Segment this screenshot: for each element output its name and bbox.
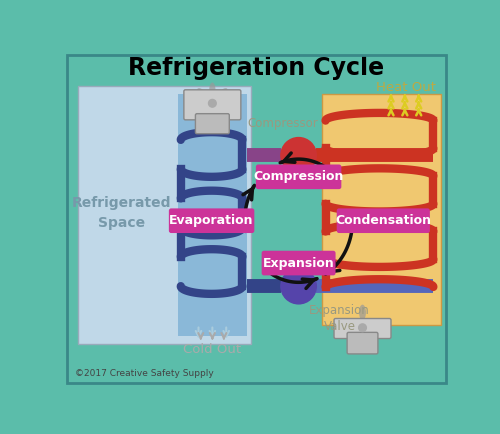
- FancyBboxPatch shape: [334, 319, 391, 339]
- Text: Evaporation: Evaporation: [170, 214, 254, 227]
- Circle shape: [281, 269, 316, 304]
- Ellipse shape: [217, 88, 228, 99]
- FancyBboxPatch shape: [347, 332, 378, 354]
- Ellipse shape: [340, 324, 355, 331]
- Ellipse shape: [192, 100, 205, 106]
- Ellipse shape: [370, 324, 386, 331]
- Ellipse shape: [210, 82, 216, 96]
- Text: ©2017 Creative Safety Supply: ©2017 Creative Safety Supply: [74, 369, 214, 378]
- Ellipse shape: [359, 305, 366, 320]
- Circle shape: [208, 99, 216, 107]
- Text: Condensation: Condensation: [336, 214, 432, 227]
- Circle shape: [281, 138, 316, 173]
- Ellipse shape: [197, 88, 208, 99]
- FancyBboxPatch shape: [184, 90, 241, 120]
- Text: Compression: Compression: [254, 170, 344, 183]
- Ellipse shape: [359, 335, 366, 351]
- FancyBboxPatch shape: [178, 94, 247, 336]
- FancyBboxPatch shape: [196, 114, 230, 134]
- Text: Expansion: Expansion: [262, 256, 334, 270]
- Ellipse shape: [220, 100, 233, 106]
- FancyBboxPatch shape: [169, 208, 254, 233]
- FancyBboxPatch shape: [256, 164, 342, 189]
- Ellipse shape: [210, 110, 216, 124]
- Ellipse shape: [197, 108, 208, 118]
- Text: Compressor: Compressor: [248, 117, 318, 130]
- Text: Heat Out: Heat Out: [376, 81, 436, 94]
- Ellipse shape: [217, 108, 228, 118]
- FancyBboxPatch shape: [322, 94, 441, 325]
- FancyBboxPatch shape: [78, 86, 251, 344]
- Circle shape: [358, 324, 366, 332]
- Text: Refrigeration Cycle: Refrigeration Cycle: [128, 56, 384, 80]
- FancyBboxPatch shape: [262, 251, 336, 276]
- Text: Expansion
Valve: Expansion Valve: [309, 304, 370, 333]
- Text: Refrigerated
Space: Refrigerated Space: [72, 196, 171, 230]
- FancyBboxPatch shape: [336, 208, 430, 233]
- Text: Cold Out: Cold Out: [184, 343, 242, 356]
